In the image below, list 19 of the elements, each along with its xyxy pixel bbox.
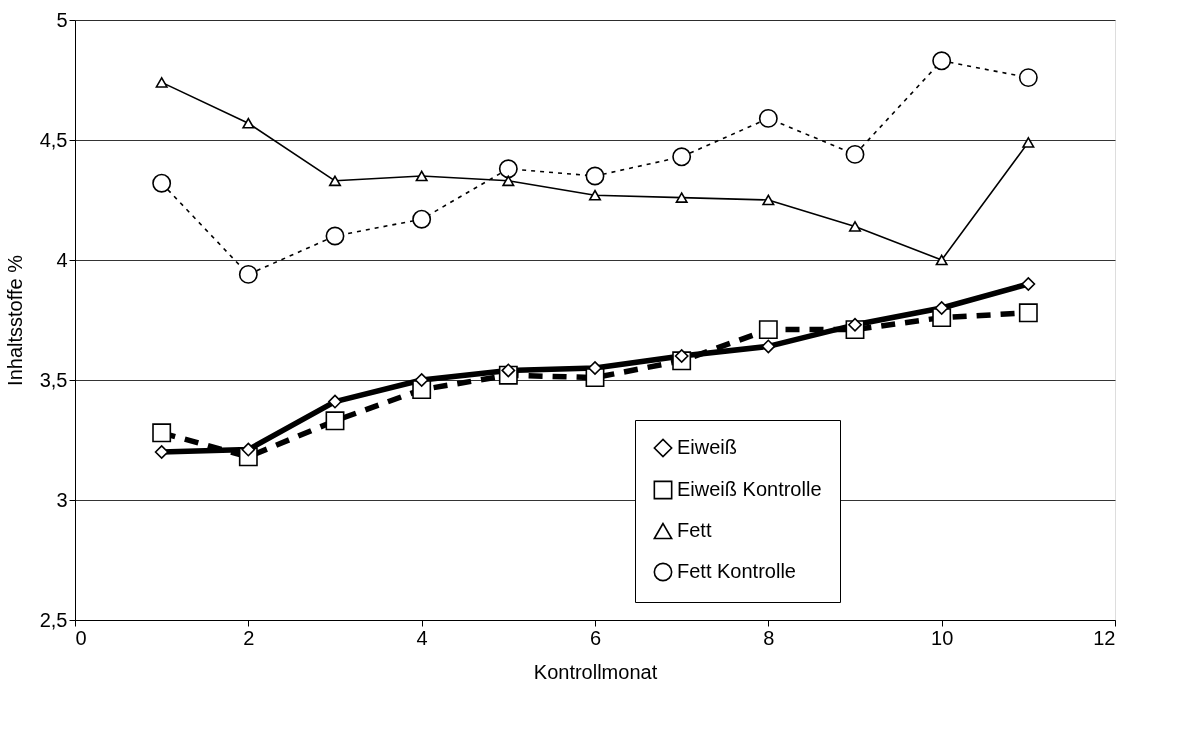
y-tick-label: 2,5 xyxy=(39,608,68,631)
y-tick-label: 5 xyxy=(56,8,68,31)
y-tick-label: 4,5 xyxy=(39,128,68,151)
legend-label: Fett xyxy=(677,519,712,541)
legend-label: Fett Kontrolle xyxy=(677,560,796,582)
x-tick-label: 12 xyxy=(1093,626,1116,649)
x-axis-title: Kontrollmonat xyxy=(533,660,658,683)
x-tick-label: 0 xyxy=(75,626,87,649)
x-tick-label: 8 xyxy=(763,626,775,649)
y-tick-label: 3 xyxy=(56,488,68,511)
legend-label: Eiweiß xyxy=(677,436,738,458)
y-axis-title: Inhaltsstoffe % xyxy=(3,254,26,386)
legend-label: Eiweiß Kontrolle xyxy=(677,478,822,500)
y-tick-label: 3,5 xyxy=(39,368,68,391)
x-tick-label: 4 xyxy=(416,626,428,649)
x-tick-label: 10 xyxy=(931,626,954,649)
x-tick-label: 6 xyxy=(589,626,602,649)
y-tick-label: 4 xyxy=(56,248,68,271)
x-tick-label: 2 xyxy=(243,626,255,649)
